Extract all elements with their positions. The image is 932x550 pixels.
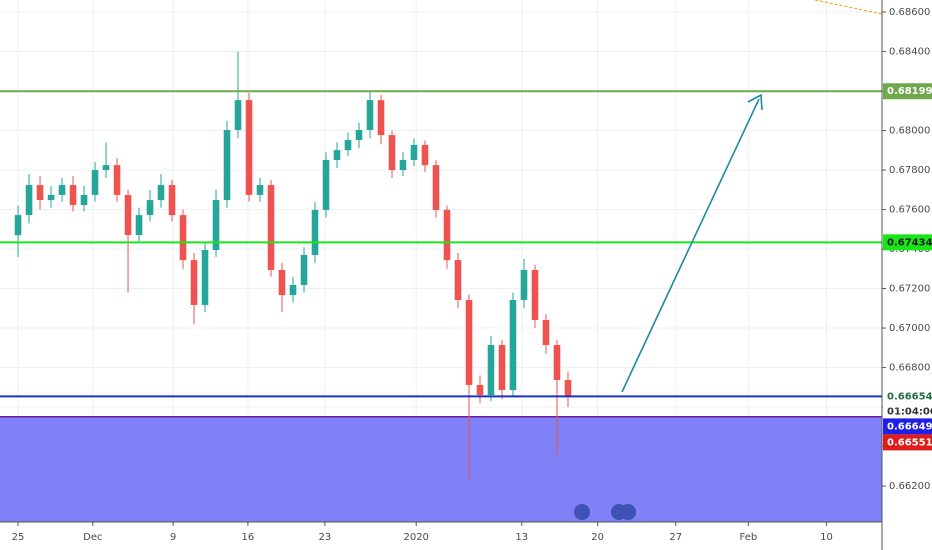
candle-body bbox=[432, 165, 440, 210]
candle-body bbox=[531, 269, 539, 320]
level-tag-bg bbox=[883, 234, 932, 251]
candle-body bbox=[300, 254, 308, 285]
x-tick-label: 20 bbox=[591, 532, 604, 543]
candle-body bbox=[410, 144, 418, 160]
ask-tag-bg bbox=[883, 434, 932, 451]
candle-body bbox=[135, 215, 143, 236]
x-tick-label: 10 bbox=[820, 532, 833, 543]
candle-body bbox=[36, 185, 44, 201]
bid-tag-bg bbox=[883, 418, 932, 435]
countdown: 01:04:06 bbox=[887, 406, 932, 417]
candle-body bbox=[91, 170, 99, 195]
candle-body bbox=[344, 140, 352, 151]
candle-body bbox=[443, 209, 451, 261]
x-tick-label: 27 bbox=[669, 532, 682, 543]
x-tick-label: 2020 bbox=[403, 532, 428, 543]
plot bbox=[0, 51, 882, 481]
y-tick-label: 0.67000 bbox=[889, 323, 930, 334]
x-tick-label: 16 bbox=[242, 532, 255, 543]
candle-body bbox=[14, 215, 22, 236]
candle-body bbox=[113, 165, 121, 195]
candle-body bbox=[476, 384, 484, 396]
candle-body bbox=[179, 215, 187, 261]
candle-body bbox=[465, 300, 473, 385]
candle-body bbox=[322, 159, 330, 210]
countdown-bg bbox=[883, 403, 932, 420]
candle-body bbox=[487, 345, 495, 396]
y-tick-label: 0.66200 bbox=[889, 481, 930, 492]
candle-body bbox=[47, 194, 55, 201]
candle-body bbox=[212, 200, 220, 251]
candle-body bbox=[124, 194, 132, 236]
candle-body bbox=[69, 185, 77, 206]
candle-body bbox=[509, 300, 517, 391]
candle-body bbox=[421, 144, 429, 166]
candle-body bbox=[80, 194, 88, 206]
level-tag-bg bbox=[883, 388, 932, 405]
candle-body bbox=[278, 269, 286, 296]
bid-tag: 0.66649 bbox=[887, 421, 932, 432]
event-icon[interactable] bbox=[620, 504, 636, 520]
x-tick-label: 9 bbox=[170, 532, 176, 543]
candle-body bbox=[520, 269, 528, 301]
x-tick-label: 25 bbox=[12, 532, 25, 543]
candle-body bbox=[267, 185, 275, 270]
event-icons[interactable] bbox=[574, 504, 636, 520]
candle-body bbox=[58, 185, 66, 195]
axes: 0.662000.664000.666000.668000.670000.672… bbox=[12, 7, 932, 543]
candle-body bbox=[289, 284, 297, 296]
candle-body bbox=[454, 260, 462, 301]
candle-body bbox=[256, 185, 264, 195]
y-tick-label: 0.66800 bbox=[889, 363, 930, 374]
ask-zone bbox=[0, 416, 882, 522]
candle-body bbox=[201, 250, 209, 305]
arrow-head bbox=[747, 93, 763, 111]
x-tick-label: Feb bbox=[740, 532, 758, 543]
y-tick-label: 0.67800 bbox=[889, 165, 930, 176]
candle-body bbox=[190, 260, 198, 305]
candle-body bbox=[355, 129, 363, 141]
event-icon[interactable] bbox=[574, 504, 590, 520]
candle-body bbox=[553, 345, 561, 380]
candle-body bbox=[388, 135, 396, 171]
candle-body bbox=[157, 185, 165, 201]
candle-body bbox=[146, 200, 154, 216]
candle-body bbox=[102, 165, 110, 171]
y-tick-label: 0.67600 bbox=[889, 205, 930, 216]
candle-body bbox=[333, 150, 341, 160]
x-tick-label: Dec bbox=[83, 532, 102, 543]
x-tick-label: 13 bbox=[515, 532, 528, 543]
candle-body bbox=[223, 129, 231, 201]
candle-body bbox=[377, 100, 385, 136]
level-tag: 0.68199 bbox=[887, 86, 932, 97]
candle-body bbox=[366, 100, 374, 130]
level-tag-bg bbox=[883, 83, 932, 100]
y-tick-label: 0.68000 bbox=[889, 126, 930, 137]
trend-line bbox=[814, 0, 883, 15]
y-tick-label: 0.68400 bbox=[889, 47, 930, 58]
candle-body bbox=[245, 100, 253, 195]
candle-body bbox=[25, 185, 33, 216]
projection-arrow bbox=[621, 98, 760, 393]
y-tick-label: 0.67200 bbox=[889, 284, 930, 295]
level-tag: 0.66654 bbox=[887, 391, 932, 402]
level-tag: 0.67434 bbox=[887, 237, 932, 248]
candle-body bbox=[498, 345, 506, 391]
x-tick-label: 23 bbox=[319, 532, 332, 543]
candle-body bbox=[564, 379, 572, 397]
candle-body bbox=[542, 319, 550, 346]
candle-body bbox=[399, 159, 407, 171]
candle-body bbox=[311, 209, 319, 255]
y-tick-label: 0.68600 bbox=[889, 7, 930, 18]
ask-tag: 0.66551 bbox=[887, 437, 932, 448]
candle-body bbox=[234, 100, 242, 130]
zone bbox=[0, 415, 882, 522]
candle-body bbox=[168, 185, 176, 216]
